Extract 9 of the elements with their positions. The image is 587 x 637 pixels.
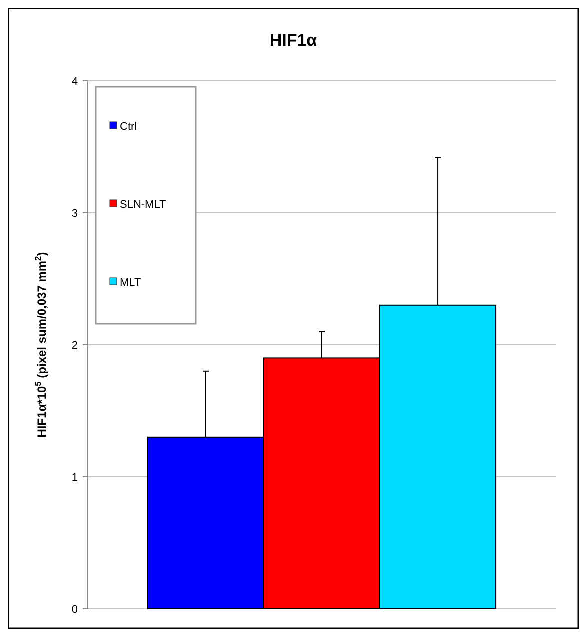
legend-label: MLT [120, 276, 142, 289]
legend-label: SLN-MLT [120, 198, 167, 211]
legend-label: Ctrl [120, 120, 138, 133]
y-tick-label: 2 [72, 340, 78, 352]
chart-title: HIF1α [270, 31, 318, 50]
y-tick-label: 4 [72, 76, 78, 88]
y-tick-label: 1 [72, 472, 78, 484]
y-tick-label: 3 [72, 208, 78, 220]
y-tick-label: 0 [72, 604, 78, 616]
